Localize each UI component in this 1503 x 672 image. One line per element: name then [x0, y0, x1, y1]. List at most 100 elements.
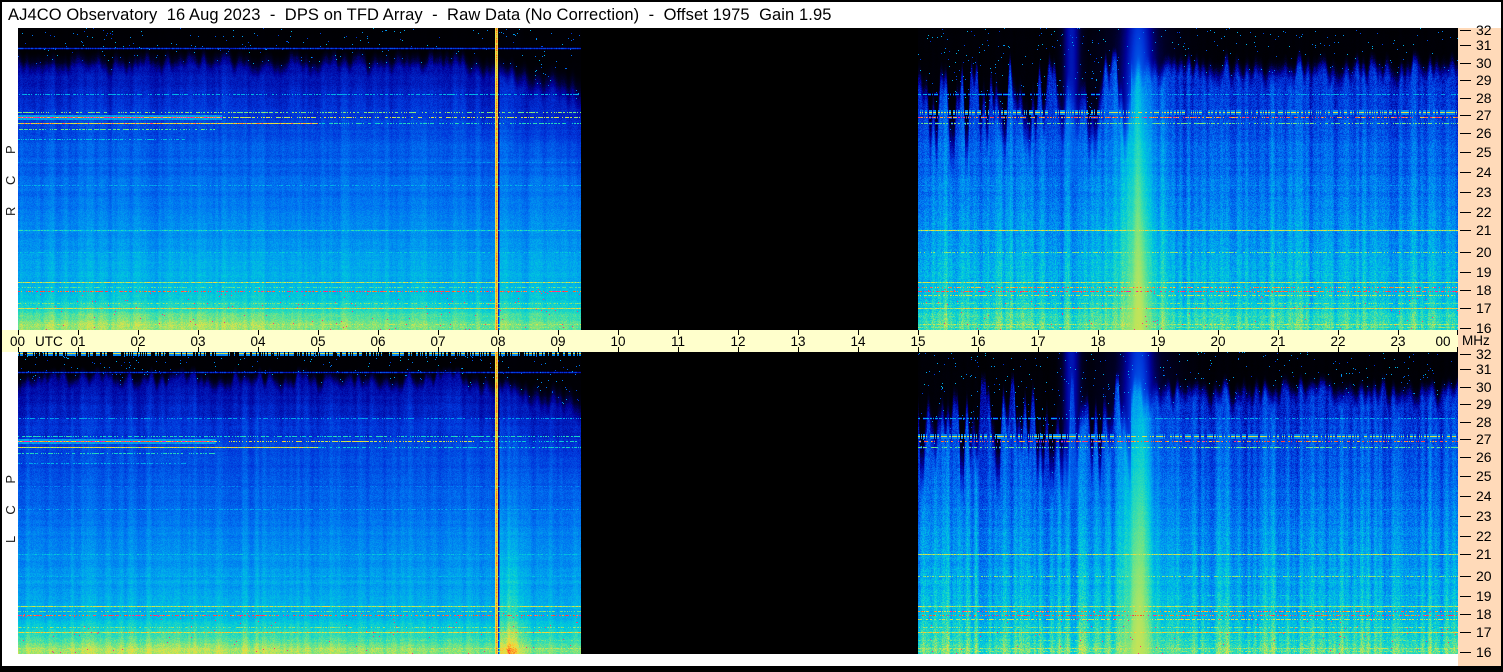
- freq-tick-label: 26: [1476, 449, 1492, 465]
- time-tick: [978, 347, 979, 352]
- time-hour-label: 13: [790, 334, 806, 349]
- freq-tick: [1460, 45, 1471, 46]
- time-tick: [918, 330, 919, 335]
- time-hour-label: 02: [130, 334, 146, 349]
- time-tick: [1457, 330, 1458, 335]
- time-tick: [198, 330, 199, 335]
- time-hour-label: 12: [730, 334, 746, 349]
- freq-tick: [1460, 230, 1471, 231]
- time-tick: [858, 330, 859, 335]
- freq-tick-label: 19: [1476, 264, 1492, 280]
- freq-tick: [1460, 476, 1471, 477]
- freq-tick: [1460, 252, 1471, 253]
- time-tick: [1038, 347, 1039, 352]
- time-hour-label: 04: [250, 334, 266, 349]
- time-hour-label: 21: [1270, 334, 1286, 349]
- freq-tick: [1460, 152, 1471, 153]
- time-start-label: 00: [10, 334, 26, 349]
- time-tick: [1218, 347, 1219, 352]
- time-tick: [138, 347, 139, 352]
- time-hour-label: 20: [1210, 334, 1226, 349]
- time-tick: [618, 347, 619, 352]
- time-tick: [498, 347, 499, 352]
- time-tick: [618, 330, 619, 335]
- time-axis: 00 UTC 00 01 02 03 04 05 06 07 08 09 10 11 12 13 14 15…: [2, 330, 1458, 352]
- freq-tick: [1460, 596, 1471, 597]
- mhz-unit-label: MHz: [1462, 333, 1490, 348]
- freq-tick: [1460, 30, 1471, 31]
- rcp-panel-label: R C P: [3, 136, 18, 216]
- freq-tick-label: 24: [1476, 488, 1492, 504]
- time-tick: [918, 347, 919, 352]
- time-hour-label: 23: [1390, 334, 1406, 349]
- freq-tick: [1460, 496, 1471, 497]
- time-tick: [1398, 330, 1399, 335]
- page-title: AJ4CO Observatory 16 Aug 2023 - DPS on T…: [8, 6, 832, 24]
- time-tick: [18, 330, 19, 335]
- time-tick: [1098, 330, 1099, 335]
- freq-tick: [1460, 536, 1471, 537]
- freq-tick-label: 30: [1476, 55, 1492, 71]
- time-tick: [318, 330, 319, 335]
- time-hour-label: 19: [1150, 334, 1166, 349]
- time-tick: [1278, 330, 1279, 335]
- time-hour-label: 03: [190, 334, 206, 349]
- time-tick: [1338, 347, 1339, 352]
- freq-tick-label: 23: [1476, 508, 1492, 524]
- time-hour-label: 14: [850, 334, 866, 349]
- freq-tick-label: 24: [1476, 164, 1492, 180]
- freq-tick-label: 25: [1476, 468, 1492, 484]
- time-tick: [18, 347, 19, 352]
- time-tick: [1158, 347, 1159, 352]
- freq-tick: [1460, 115, 1471, 116]
- time-tick: [1158, 330, 1159, 335]
- freq-tick-label: 18: [1476, 606, 1492, 622]
- lcp-spectrogram-canvas: [18, 352, 1458, 654]
- freq-tick-label: 20: [1476, 568, 1492, 584]
- freq-tick-label: 30: [1476, 379, 1492, 395]
- freq-tick-label: 16: [1476, 320, 1492, 336]
- time-tick: [798, 330, 799, 335]
- time-tick: [978, 330, 979, 335]
- lcp-panel-label: L C P: [3, 465, 18, 543]
- freq-tick: [1460, 576, 1471, 577]
- freq-tick-label: 29: [1476, 396, 1492, 412]
- freq-tick-label: 22: [1476, 528, 1492, 544]
- freq-tick-label: 20: [1476, 244, 1492, 260]
- time-hour-label: 11: [670, 334, 685, 349]
- time-tick: [258, 347, 259, 352]
- freq-tick: [1460, 272, 1471, 273]
- time-tick: [858, 347, 859, 352]
- freq-tick: [1460, 457, 1471, 458]
- time-hour-label: 10: [610, 334, 626, 349]
- freq-tick: [1460, 439, 1471, 440]
- time-end-label: 00: [1435, 334, 1451, 349]
- time-hour-label: 22: [1330, 334, 1346, 349]
- freq-tick-label: 25: [1476, 144, 1492, 160]
- freq-tick-label: 23: [1476, 184, 1492, 200]
- freq-tick-label: 16: [1476, 644, 1492, 660]
- freq-tick: [1460, 632, 1471, 633]
- time-hour-label: 16: [970, 334, 986, 349]
- freq-tick-label: 31: [1476, 361, 1492, 377]
- freq-tick-label: 21: [1476, 546, 1492, 562]
- time-tick: [1457, 347, 1458, 352]
- time-tick: [78, 330, 79, 335]
- time-hour-label: 07: [430, 334, 446, 349]
- freq-tick-label: 21: [1476, 222, 1492, 238]
- time-tick: [1398, 347, 1399, 352]
- time-tick: [78, 347, 79, 352]
- freq-tick: [1460, 369, 1471, 370]
- frequency-scale: MHz 32 31 30 29 28 27 26 25 24 23 22 21 20 19 18 17 16 32…: [1458, 22, 1501, 666]
- freq-tick-label: 26: [1476, 125, 1492, 141]
- time-tick: [498, 330, 499, 335]
- time-tick: [438, 347, 439, 352]
- title-bar: AJ4CO Observatory 16 Aug 2023 - DPS on T…: [2, 2, 1501, 28]
- time-tick: [1218, 330, 1219, 335]
- freq-tick-label: 28: [1476, 414, 1492, 430]
- freq-tick-label: 31: [1476, 37, 1492, 53]
- time-tick: [558, 330, 559, 335]
- freq-tick: [1460, 422, 1471, 423]
- freq-tick: [1460, 80, 1471, 81]
